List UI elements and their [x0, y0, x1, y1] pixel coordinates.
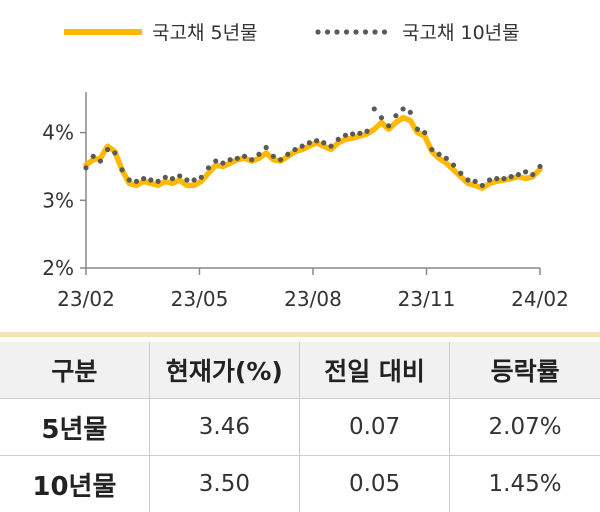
col-header-rate: 등락률: [450, 342, 600, 399]
cell-rate: 2.07%: [450, 399, 600, 456]
series-point-10y: [429, 147, 434, 152]
col-header-category: 구분: [0, 342, 149, 399]
col-header-change: 전일 대비: [299, 342, 449, 399]
series-point-10y: [523, 169, 528, 174]
series-point-10y: [501, 176, 506, 181]
series-point-10y: [451, 163, 456, 168]
series-point-10y: [148, 177, 153, 182]
series-point-10y: [444, 156, 449, 161]
y-tick-label: 2%: [42, 256, 74, 280]
cell-current: 3.46: [149, 399, 299, 456]
table-header-row: 구분 현재가(%) 전일 대비 등락률: [0, 342, 600, 399]
series-point-10y: [177, 173, 182, 178]
series-point-10y: [184, 177, 189, 182]
series-point-10y: [292, 147, 297, 152]
cell-change: 0.07: [299, 399, 449, 456]
series-line-5y: [86, 118, 540, 188]
x-tick-label: 23/05: [171, 287, 229, 311]
series-point-10y: [285, 152, 290, 157]
legend-swatch-10y: [315, 29, 387, 34]
series-point-10y: [400, 106, 405, 111]
series-point-10y: [278, 157, 283, 162]
x-tick-label: 23/02: [57, 287, 115, 311]
legend-dot: [344, 29, 349, 34]
series-point-10y: [516, 172, 521, 177]
series-point-10y: [480, 183, 485, 188]
series-point-10y: [458, 171, 463, 176]
series-point-10y: [415, 127, 420, 132]
col-header-current: 현재가(%): [149, 342, 299, 399]
series-point-10y: [437, 152, 442, 157]
series-point-10y: [357, 131, 362, 136]
section-divider: [0, 332, 600, 337]
series-point-10y: [112, 150, 117, 155]
series-point-10y: [206, 165, 211, 170]
series-point-10y: [343, 133, 348, 138]
series-point-10y: [364, 129, 369, 134]
legend-label-10y: 국고채 10년물: [402, 22, 520, 44]
series-point-10y: [213, 158, 218, 163]
series-point-10y: [141, 176, 146, 181]
series-point-10y: [199, 175, 204, 180]
chart: 국고채 5년물 국고채 10년물 2% 3% 4% 23/02 23/05 23/08 2…: [0, 0, 600, 330]
rates-table: 구분 현재가(%) 전일 대비 등락률 5년물 3.46 0.07 2.07% …: [0, 342, 600, 512]
legend-dot: [334, 29, 339, 34]
series-point-10y: [328, 144, 333, 149]
series-point-10y: [105, 147, 110, 152]
series-point-10y: [163, 175, 168, 180]
legend-dot: [382, 29, 387, 34]
series-point-10y: [372, 106, 377, 111]
series-point-10y: [422, 130, 427, 135]
series-point-10y: [119, 167, 124, 172]
series-point-10y: [509, 174, 514, 179]
series-point-10y: [256, 152, 261, 157]
legend-dot: [315, 29, 320, 34]
legend-dot: [372, 29, 377, 34]
legend-dot: [325, 29, 330, 34]
series-point-10y: [249, 157, 254, 162]
table-row: 5년물 3.46 0.07 2.07%: [0, 399, 600, 456]
series-point-10y: [386, 123, 391, 128]
series-point-10y: [487, 177, 492, 182]
series-point-10y: [271, 154, 276, 159]
series-point-10y: [350, 131, 355, 136]
series-point-10y: [134, 179, 139, 184]
legend-dot: [353, 29, 358, 34]
x-tick-label: 23/11: [398, 287, 456, 311]
series-point-10y: [264, 145, 269, 150]
x-tick-label: 23/08: [284, 287, 342, 311]
row-label: 5년물: [0, 399, 149, 456]
series-point-10y: [307, 140, 312, 145]
series-point-10y: [473, 179, 478, 184]
series-point-10y: [379, 115, 384, 120]
series-point-10y: [127, 177, 132, 182]
series-point-10y: [91, 154, 96, 159]
series-point-10y: [537, 164, 542, 169]
series-point-10y: [494, 176, 499, 181]
legend-dot: [363, 29, 368, 34]
series-point-10y: [191, 177, 196, 182]
series-point-10y: [228, 157, 233, 162]
x-tick-label: 24/02: [511, 287, 569, 311]
series-point-10y: [314, 138, 319, 143]
series-point-10y: [393, 113, 398, 118]
series-point-10y: [408, 110, 413, 115]
legend-label-5y: 국고채 5년물: [152, 22, 258, 44]
series-point-10y: [155, 179, 160, 184]
series-point-10y: [242, 154, 247, 159]
y-tick-label: 4%: [42, 121, 74, 145]
y-tick-label: 3%: [42, 188, 74, 212]
series-point-10y: [321, 140, 326, 145]
series-point-10y: [465, 177, 470, 182]
series-point-10y: [220, 160, 225, 165]
series-point-10y: [83, 165, 88, 170]
series-point-10y: [235, 156, 240, 161]
series-point-10y: [336, 137, 341, 142]
series-point-10y: [530, 172, 535, 177]
series-point-10y: [170, 176, 175, 181]
series-point-10y: [300, 144, 305, 149]
series-point-10y: [98, 158, 103, 163]
